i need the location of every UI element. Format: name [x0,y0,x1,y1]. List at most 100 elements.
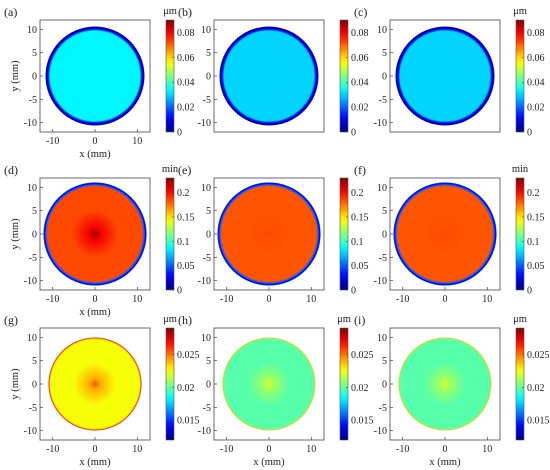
x-tick-label: -10 [46,444,59,455]
panel-h [213,327,349,441]
panel-a [39,19,175,133]
x-tick-label: -10 [220,294,233,305]
heatmap-disk [222,337,316,431]
colorbar-tick-label: 0.1 [527,237,540,248]
colorbar-tick-label: 0 [351,286,356,297]
heatmap-disk [45,26,145,126]
y-tick-label: -5 [29,253,37,264]
y-tick-label: -5 [203,95,211,106]
y-tick-label: 5 [206,356,211,367]
colorbar-tick-label: 0.1 [351,237,364,248]
y-tick-label: -5 [29,95,37,106]
colorbar-tick-label: 0.08 [527,28,545,39]
x-tick-label: 10 [482,444,492,455]
colorbar-tick-label: 0.05 [177,261,195,272]
colorbar-unit: μm [163,314,177,325]
y-tick-label: -5 [203,253,211,264]
colorbar-tick-label: 0.15 [351,212,369,223]
y-tick-label: 10 [27,183,37,194]
colorbar-unit: min [512,164,529,175]
colorbar-tick-label: 0.05 [351,261,369,272]
y-tick-label: -10 [374,276,387,287]
y-tick-label: -5 [29,403,37,414]
y-axis-label: y (mm) [10,218,21,250]
colorbar-tick-label: 0.025 [351,350,374,361]
colorbar-tick-label: 0.015 [351,416,374,427]
y-tick-label: 5 [382,206,387,217]
panel-label: (e) [178,163,191,177]
y-tick-label: -5 [379,403,387,414]
colorbar-tick-label: 0.04 [351,78,369,89]
colorbar [515,19,525,133]
y-tick-label: 10 [377,25,387,36]
panel-label: (g) [4,313,18,327]
y-tick-label: -10 [198,118,211,129]
colorbar-tick-label: 0 [351,128,356,139]
x-tick-label: 10 [132,294,142,305]
panel-label: (h) [178,313,192,327]
colorbar-tick-label: 0.015 [527,416,550,427]
y-tick-label: -10 [374,426,387,437]
colorbar-tick-label: 0.08 [351,28,369,39]
heatmap-disk [48,337,142,431]
y-tick-label: 10 [27,333,37,344]
y-tick-label: -5 [379,253,387,264]
y-tick-label: 0 [32,72,37,83]
y-tick-label: 5 [382,356,387,367]
y-tick-label: -10 [374,118,387,129]
heatmap-disk [43,182,147,286]
panel-label: (d) [4,163,18,177]
y-tick-label: 10 [27,25,37,36]
x-tick-label: 0 [267,294,272,305]
colorbar-tick-label: 0 [177,128,182,139]
x-tick-label: 10 [482,294,492,305]
colorbar-tick-label: 0.02 [351,383,369,394]
colorbar-tick-label: 0.15 [177,212,195,223]
y-tick-label: 0 [206,380,211,391]
colorbar-tick-label: 0.015 [177,416,200,427]
panel-f [389,177,525,291]
colorbar [339,19,349,133]
colorbar-tick-label: 0.025 [177,350,200,361]
y-tick-label: 5 [382,48,387,59]
y-tick-label: 10 [201,183,211,194]
colorbar-unit: μm [513,6,527,17]
colorbar [339,327,349,441]
colorbar-unit: μm [163,6,177,17]
x-tick-label: 10 [132,444,142,455]
colorbar-tick-label: 0 [527,286,532,297]
y-tick-label: 10 [201,25,211,36]
colorbar-tick-label: 0.06 [351,53,369,64]
panel-label: (i) [354,313,365,327]
panel-d [39,177,175,291]
colorbar-tick-label: 0.025 [527,350,550,361]
x-tick-label: 10 [306,294,316,305]
y-tick-label: 5 [32,206,37,217]
colorbar-tick-label: 0.02 [177,383,195,394]
y-axis-label: y (mm) [10,60,21,92]
panel-e [213,177,349,291]
heatmap-edge-ring [45,26,145,126]
colorbar [165,177,175,291]
heatmap-edge-ring [219,26,319,126]
x-tick-label: -10 [46,136,59,147]
panel-b [213,19,349,133]
x-axis-label: x (mm) [79,457,111,468]
y-axis-label: y (mm) [10,368,21,400]
heatmap-edge-ring [217,182,321,286]
colorbar-unit: μm [513,314,527,325]
y-tick-label: -10 [198,276,211,287]
x-axis-label: x (mm) [429,457,461,468]
x-tick-label: 0 [93,136,98,147]
heatmap-disk [395,26,495,126]
y-tick-label: 0 [206,230,211,241]
colorbar-tick-label: 0 [177,286,182,297]
colorbar-tick-label: 0.06 [527,53,545,64]
y-tick-label: -10 [24,426,37,437]
heatmap-disk [393,182,497,286]
x-tick-label: 10 [306,444,316,455]
panel-label: (c) [354,5,367,19]
y-tick-label: -10 [24,276,37,287]
panel-i [389,327,525,441]
colorbar-tick-label: 0.2 [177,188,190,199]
